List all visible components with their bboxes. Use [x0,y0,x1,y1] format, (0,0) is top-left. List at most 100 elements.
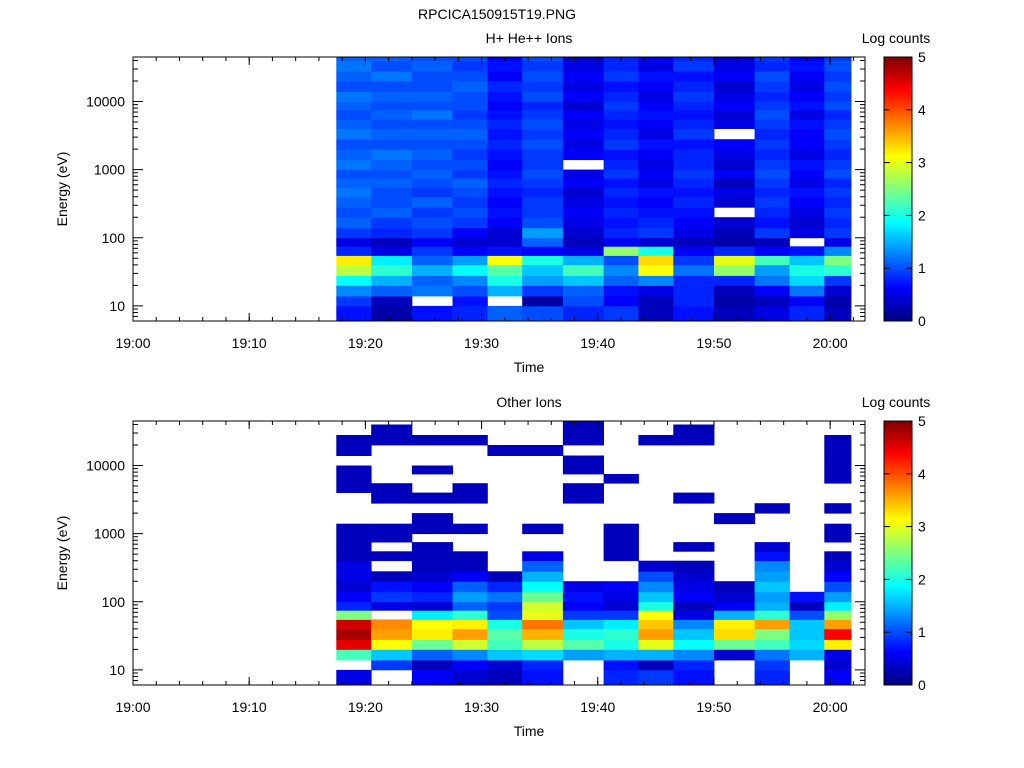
heatmap-cell [673,81,715,92]
heatmap-cell [789,178,825,188]
heatmap-cell [638,610,674,620]
heatmap-cell [562,237,604,247]
heatmap-cell [371,628,413,640]
heatmap-cell [638,628,674,640]
heatmap-cell [487,237,523,247]
heatmap-cell [714,305,756,322]
heatmap-cell [371,523,413,535]
heatmap-cell [673,591,715,603]
heatmap-cell [824,591,852,603]
y-tick-label: 100 [102,594,126,610]
heatmap-cell [673,669,715,686]
heatmap-cell [336,91,372,102]
x-tick-label: 19:40 [580,335,615,351]
heatmap-cell [562,207,604,218]
heatmap-cell [371,178,413,188]
heatmap-cell [754,610,790,620]
heatmap-cell [371,128,413,140]
heatmap-cell [522,196,564,208]
heatmap-cell [603,60,639,72]
heatmap-cell [754,601,790,611]
heatmap-cell [411,119,453,129]
heatmap-cell [754,542,790,552]
heatmap-cell [824,60,852,72]
heatmap-cell [754,560,790,572]
heatmap-cell [714,639,756,650]
heatmap-cell [789,128,825,140]
heatmap-cell [714,246,756,256]
heatmap-cell [562,57,604,61]
heatmap-cell [562,435,604,446]
heatmap-cell [638,187,674,198]
y-tick-label: 10000 [86,94,125,110]
heatmap-cell [714,159,756,171]
colorbar-tick-label: 0 [918,313,926,329]
colorbar-tick-label: 3 [918,519,926,535]
heatmap-cell [754,128,790,140]
heatmap-cell [371,187,413,198]
heatmap-cell [824,187,852,198]
heatmap-cell [522,139,564,150]
heatmap-cell [452,492,488,504]
heatmap-cell [714,91,756,102]
heatmap-cell [603,119,639,129]
heatmap-cell [824,455,852,466]
heatmap-cell [638,128,674,140]
heatmap-cell [562,601,604,611]
heatmap-cell [754,169,790,179]
heatmap-cell [673,71,715,82]
heatmap-cell [411,610,453,620]
heatmap-cell [789,169,825,179]
heatmap-cell [371,619,413,630]
heatmap-cell [754,187,790,198]
heatmap-cell [714,237,756,247]
heatmap-cell [673,196,715,208]
heatmap-cell [754,669,790,686]
heatmap-cell [824,264,852,276]
colorbar-gradient [883,56,913,322]
heatmap-cell [638,57,674,61]
y-tick-label: 10 [109,298,125,314]
heatmap-cell [562,149,604,161]
heatmap-cell [603,81,639,92]
y-axis-label: Energy (eV) [54,516,70,591]
heatmap-cell [562,60,604,72]
heatmap-cell [336,81,372,92]
heatmap-cell [336,581,372,593]
heatmap-cell [522,57,564,61]
heatmap-cell [487,246,523,256]
colorbar-label: Log counts [862,30,931,46]
heatmap-cell [603,591,639,603]
heatmap-cell [638,275,674,286]
heatmap-cell [673,217,715,229]
heatmap-cell [562,128,604,140]
heatmap-cell [603,669,639,686]
heatmap-cell [638,601,674,611]
heatmap-cell [789,187,825,198]
heatmap-cell [411,101,453,111]
heatmap-cell [371,659,413,671]
heatmap-cell [411,264,453,276]
heatmap-cell [789,196,825,208]
heatmap-cell [673,264,715,276]
heatmap-cell [789,649,825,661]
heatmap-cell [336,305,372,322]
heatmap-cell [371,57,413,61]
heatmap-cell [824,523,852,535]
heatmap-cell [714,601,756,611]
heatmap-cell [673,628,715,640]
heatmap-cell [824,639,852,650]
heatmap-cell [603,237,639,247]
heatmap-cell [824,551,852,562]
heatmap-cell [789,227,825,239]
heatmap-cell [789,207,825,218]
heatmap-cell [562,81,604,92]
heatmap-cell [336,196,372,208]
heatmap-cell [452,178,488,188]
heatmap-cell [603,610,639,620]
heatmap-cell [452,57,488,61]
heatmap-cell [714,227,756,239]
heatmap-cell [638,435,674,446]
heatmap-cell [562,424,604,436]
heatmap-cell [562,421,604,425]
